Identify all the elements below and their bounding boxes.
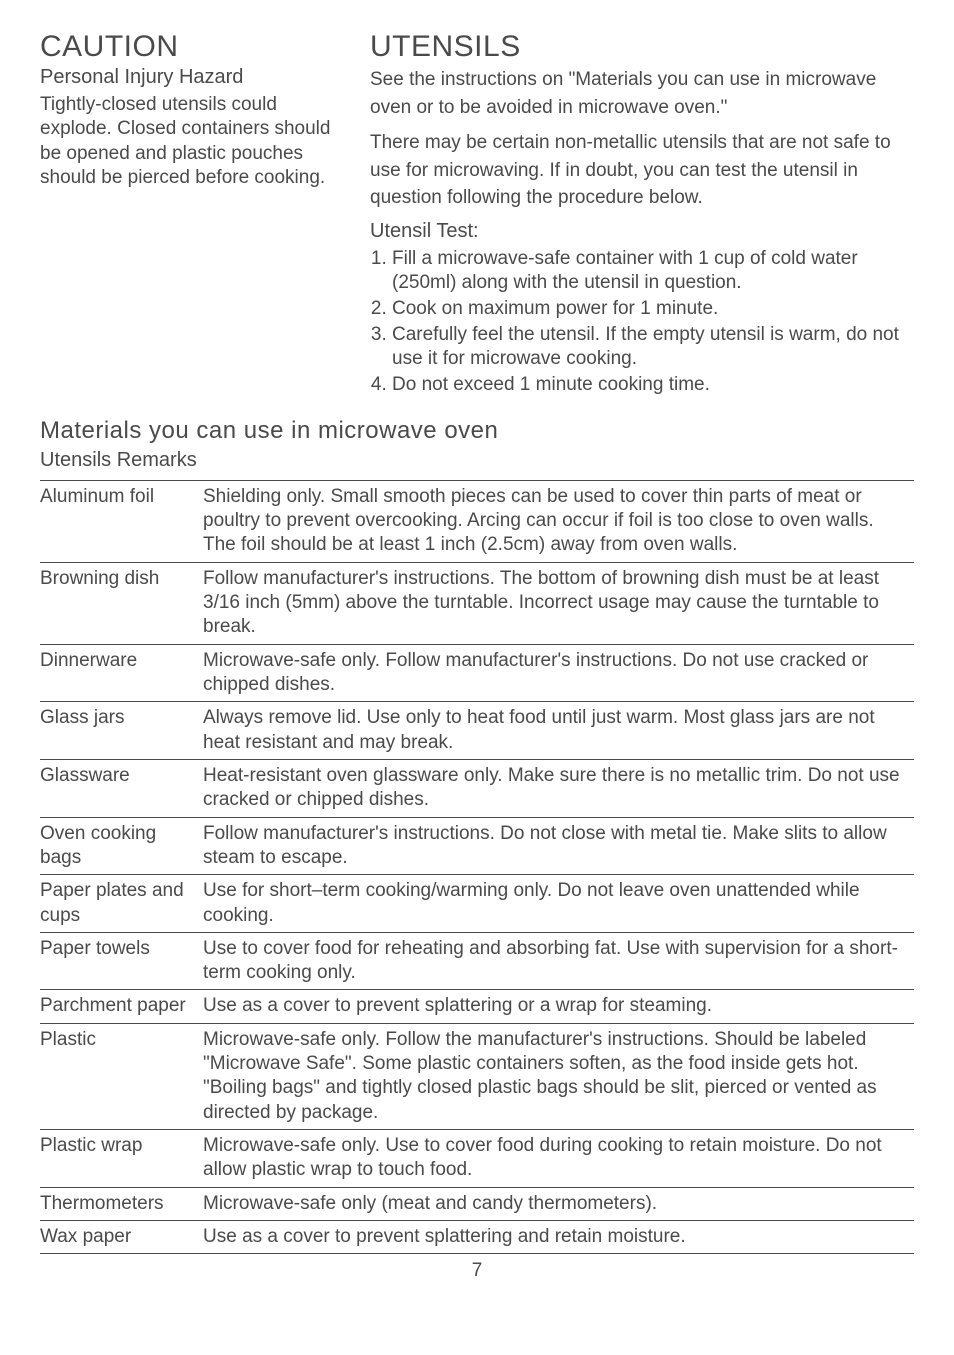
utensil-remark: Shielding only. Small smooth pieces can … bbox=[203, 480, 914, 562]
utensils-table: Aluminum foilShielding only. Small smoot… bbox=[40, 480, 914, 1254]
table-row: Browning dishFollow manufacturer's instr… bbox=[40, 562, 914, 644]
utensils-para-2: There may be certain non-metallic utensi… bbox=[370, 129, 914, 212]
utensil-label: Glass jars bbox=[40, 702, 203, 760]
utensil-label: Thermometers bbox=[40, 1187, 203, 1220]
utensil-label: Plastic wrap bbox=[40, 1130, 203, 1188]
utensil-remark: Follow manufacturer's instructions. Do n… bbox=[203, 817, 914, 875]
caution-column: CAUTION Personal Injury Hazard Tightly-c… bbox=[40, 30, 340, 399]
list-item: Carefully feel the utensil. If the empty… bbox=[392, 323, 914, 372]
utensils-para-1: See the instructions on "Materials you c… bbox=[370, 66, 914, 121]
utensil-label: Aluminum foil bbox=[40, 480, 203, 562]
table-row: DinnerwareMicrowave-safe only. Follow ma… bbox=[40, 644, 914, 702]
table-row: Parchment paperUse as a cover to prevent… bbox=[40, 990, 914, 1023]
caution-subhead: Personal Injury Hazard bbox=[40, 66, 340, 89]
caution-para: Tightly-closed utensils could explode. C… bbox=[40, 93, 340, 190]
utensil-remark: Always remove lid. Use only to heat food… bbox=[203, 702, 914, 760]
page-number: 7 bbox=[40, 1260, 914, 1282]
list-item: Do not exceed 1 minute cooking time. bbox=[392, 373, 914, 398]
utensil-test-list: Fill a microwave-safe container with 1 c… bbox=[370, 247, 914, 398]
utensils-title: UTENSILS bbox=[370, 30, 914, 64]
utensil-remark: Use as a cover to prevent splattering or… bbox=[203, 990, 914, 1023]
table-row: Aluminum foilShielding only. Small smoot… bbox=[40, 480, 914, 562]
utensil-label: Paper plates and cups bbox=[40, 875, 203, 933]
materials-heading: Materials you can use in microwave oven bbox=[40, 417, 914, 445]
remarks-heading: Utensils Remarks bbox=[40, 449, 914, 472]
utensil-label: Dinnerware bbox=[40, 644, 203, 702]
table-row: Oven cooking bagsFollow manufacturer's i… bbox=[40, 817, 914, 875]
table-row: Plastic wrapMicrowave-safe only. Use to … bbox=[40, 1130, 914, 1188]
utensil-label: Parchment paper bbox=[40, 990, 203, 1023]
utensil-remark: Use as a cover to prevent splattering an… bbox=[203, 1220, 914, 1253]
utensil-remark: Use to cover food for reheating and abso… bbox=[203, 932, 914, 990]
utensil-remark: Microwave-safe only. Use to cover food d… bbox=[203, 1130, 914, 1188]
utensil-remark: Use for short–term cooking/warming only.… bbox=[203, 875, 914, 933]
utensil-remark: Heat-resistant oven glassware only. Make… bbox=[203, 759, 914, 817]
utensil-label: Browning dish bbox=[40, 562, 203, 644]
utensils-column: UTENSILS See the instructions on "Materi… bbox=[370, 30, 914, 399]
utensil-test-head: Utensil Test: bbox=[370, 220, 914, 243]
utensil-label: Oven cooking bags bbox=[40, 817, 203, 875]
list-item: Fill a microwave-safe container with 1 c… bbox=[392, 247, 914, 296]
table-row: Wax paperUse as a cover to prevent splat… bbox=[40, 1220, 914, 1253]
top-section: CAUTION Personal Injury Hazard Tightly-c… bbox=[40, 30, 914, 399]
utensil-remark: Follow manufacturer's instructions. The … bbox=[203, 562, 914, 644]
table-row: GlasswareHeat-resistant oven glassware o… bbox=[40, 759, 914, 817]
utensil-remark: Microwave-safe only. Follow the manufact… bbox=[203, 1023, 914, 1129]
table-row: Paper plates and cupsUse for short–term … bbox=[40, 875, 914, 933]
utensil-remark: Microwave-safe only (meat and candy ther… bbox=[203, 1187, 914, 1220]
utensil-label: Plastic bbox=[40, 1023, 203, 1129]
table-row: Paper towelsUse to cover food for reheat… bbox=[40, 932, 914, 990]
list-item: Cook on maximum power for 1 minute. bbox=[392, 297, 914, 322]
utensil-label: Paper towels bbox=[40, 932, 203, 990]
table-row: Glass jarsAlways remove lid. Use only to… bbox=[40, 702, 914, 760]
utensil-label: Glassware bbox=[40, 759, 203, 817]
table-row: ThermometersMicrowave-safe only (meat an… bbox=[40, 1187, 914, 1220]
table-row: PlasticMicrowave-safe only. Follow the m… bbox=[40, 1023, 914, 1129]
utensil-remark: Microwave-safe only. Follow manufacturer… bbox=[203, 644, 914, 702]
caution-title: CAUTION bbox=[40, 30, 340, 64]
utensil-label: Wax paper bbox=[40, 1220, 203, 1253]
